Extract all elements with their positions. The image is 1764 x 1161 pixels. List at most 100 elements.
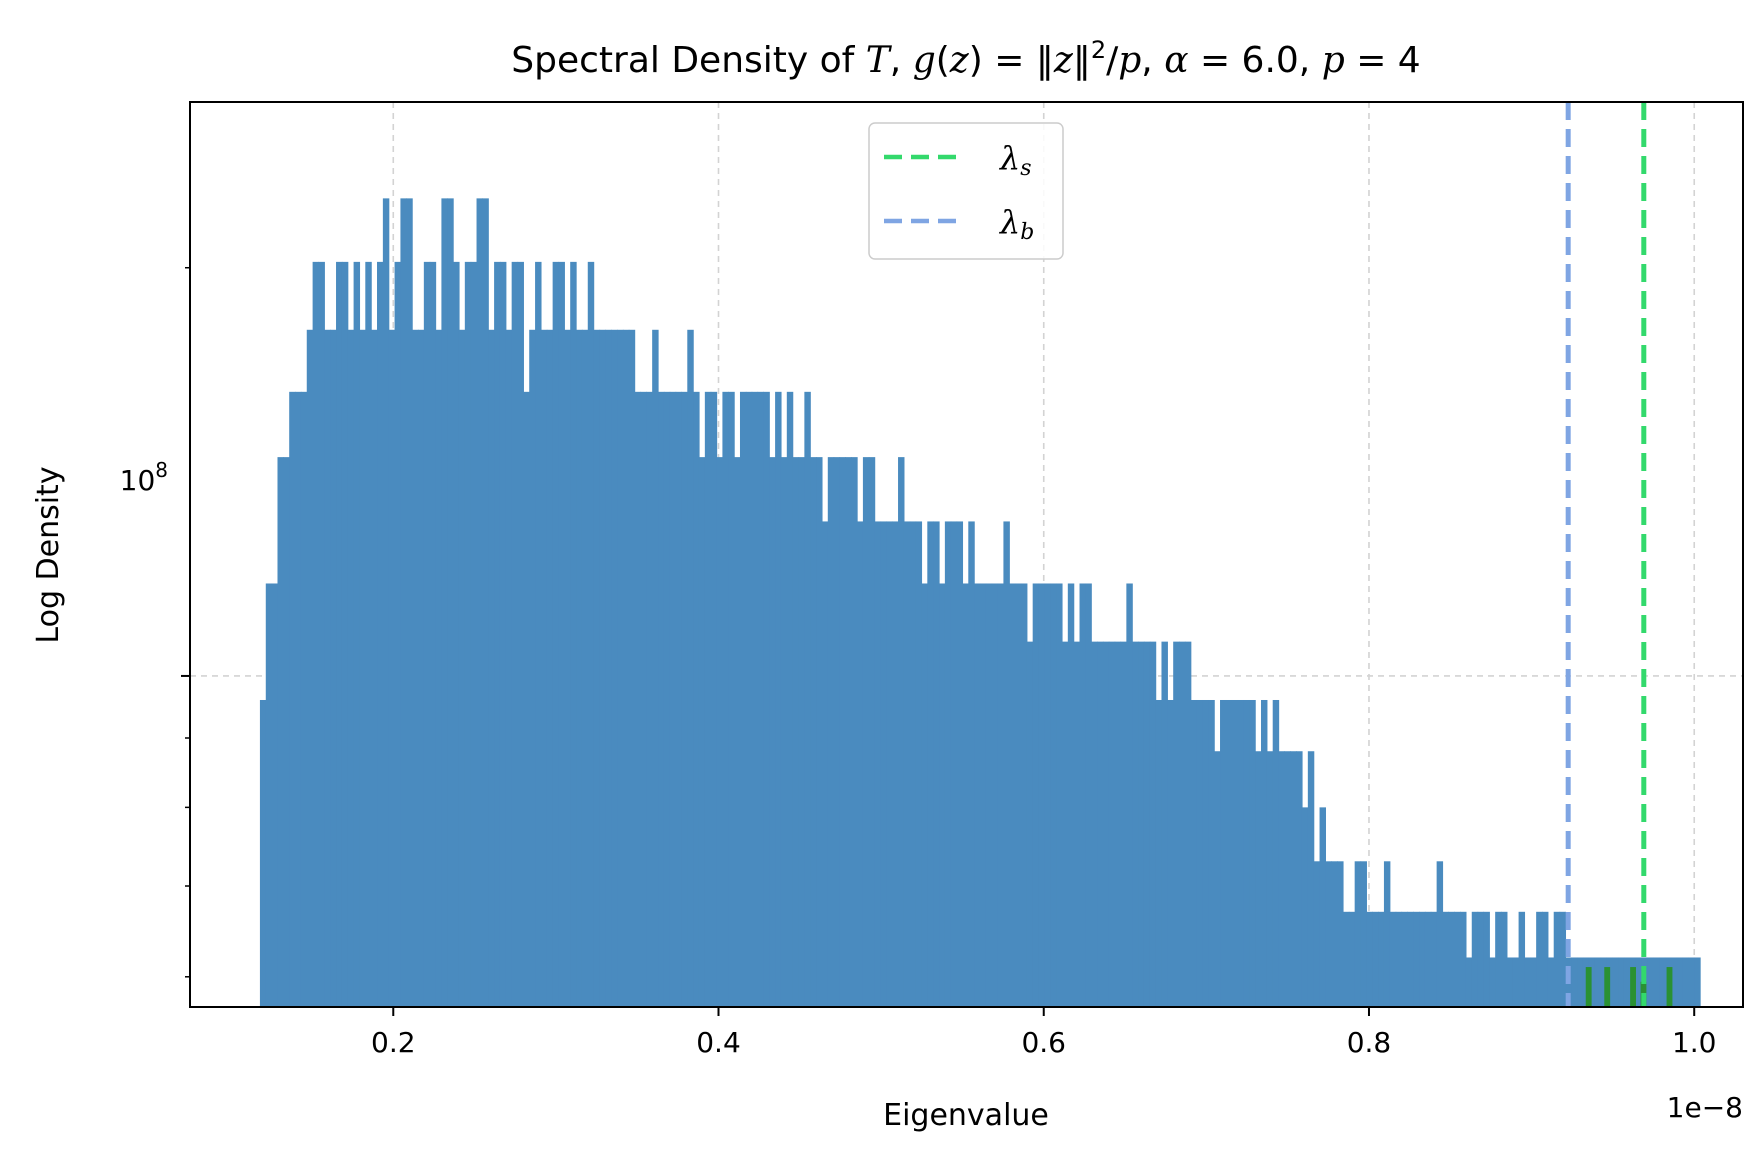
histogram-bar [944, 521, 952, 1007]
histogram-bar [1342, 911, 1350, 1007]
histogram-bar [423, 261, 431, 1007]
histogram-bar [1255, 751, 1262, 1007]
histogram-bar [1559, 911, 1567, 1007]
histogram-bar [535, 261, 542, 1007]
histogram-bar [687, 329, 694, 1007]
histogram-bar [1284, 751, 1291, 1007]
histogram-bar [1635, 957, 1643, 1007]
histogram-bar [757, 391, 764, 1007]
histogram-bar [1389, 911, 1397, 1007]
histogram-bar [1436, 861, 1444, 1007]
histogram-bar [1097, 641, 1104, 1007]
histogram-bar [1623, 957, 1631, 1007]
histogram-bar [1354, 861, 1362, 1007]
histogram-bar [663, 391, 671, 1007]
histogram-bar [447, 198, 454, 1007]
histogram-bar [915, 521, 923, 1007]
histogram-bar [710, 391, 718, 1007]
histogram-bar [464, 261, 472, 1007]
histogram-bar [1337, 861, 1344, 1007]
histogram-bar [295, 391, 302, 1007]
histogram-bar [1413, 911, 1420, 1007]
histogram-bar [394, 261, 402, 1007]
histogram-bar [511, 261, 519, 1007]
histogram-bar [693, 391, 700, 1007]
histogram-bar [1179, 641, 1186, 1007]
histogram-bar [1202, 699, 1209, 1007]
histogram-bar [1465, 957, 1473, 1007]
histogram-bar [576, 329, 583, 1007]
histogram-bar [289, 391, 296, 1007]
histogram-bar [1688, 957, 1695, 1007]
axis-ticks: 0.2 0.4 0.6 0.8 1.0 [181, 266, 1716, 1059]
histogram-bar [1120, 641, 1127, 1007]
histogram-bar [453, 261, 460, 1007]
histogram-bar [599, 329, 606, 1007]
histogram-bar [1577, 957, 1584, 1007]
outlier-bar [1604, 967, 1611, 1007]
histogram-bar [1032, 583, 1040, 1007]
histogram-bar [962, 583, 969, 1007]
histogram-bar [1319, 807, 1326, 1007]
histogram-bar [1430, 911, 1438, 1007]
histogram-bar [646, 391, 653, 1007]
histogram-bar [1266, 751, 1274, 1007]
histogram-bar [769, 457, 776, 1007]
histogram-bar [851, 457, 858, 1007]
histogram-bar [868, 457, 876, 1007]
histogram-bar [1056, 583, 1063, 1007]
histogram-bar [652, 329, 659, 1007]
outlier-bar [1630, 967, 1636, 1007]
histogram-bar [792, 457, 800, 1007]
histogram-bar [458, 329, 466, 1007]
histogram-bar [593, 329, 601, 1007]
histogram-bar [1694, 957, 1701, 1007]
histogram-bar [505, 329, 513, 1007]
histogram-bar [874, 521, 882, 1007]
histogram-bar [1547, 957, 1555, 1007]
histogram-bar [675, 391, 683, 1007]
legend: λs λb [868, 122, 1064, 260]
histogram-bar [523, 391, 530, 1007]
histogram-bar [898, 457, 905, 1007]
histogram-bar [1290, 751, 1297, 1007]
histogram-bar [1225, 699, 1233, 1007]
histogram-bar [552, 261, 560, 1007]
histogram-bar [903, 521, 911, 1007]
histogram-bar [617, 329, 624, 1007]
histogram-bar [1132, 641, 1139, 1007]
histogram-bar [786, 391, 794, 1007]
histogram-bar [1524, 957, 1531, 1007]
histogram-bar [780, 457, 788, 1007]
histogram-bar [933, 521, 940, 1007]
histogram-bar [810, 457, 817, 1007]
histogram-bar [353, 261, 361, 1007]
histogram-bar [336, 261, 343, 1007]
histogram-bar [763, 391, 770, 1007]
histogram-bar [1419, 911, 1426, 1007]
histogram-bar [1108, 641, 1116, 1007]
histogram-bar [318, 261, 325, 1007]
histogram-bar [494, 261, 501, 1007]
histogram-bar [1155, 699, 1163, 1007]
histogram-bar [698, 457, 706, 1007]
histogram-bar [470, 261, 478, 1007]
histogram-bar [974, 583, 981, 1007]
histogram-bar [1383, 861, 1391, 1007]
x-tick-label: 0.4 [696, 1026, 741, 1059]
histogram-bar [1296, 751, 1303, 1007]
histogram-bar [1091, 641, 1098, 1007]
histogram-bar [862, 457, 870, 1007]
histogram-bar [821, 521, 829, 1007]
histogram-bar [1366, 911, 1373, 1007]
histogram-bar [1442, 911, 1449, 1007]
histogram-bar [283, 457, 290, 1007]
histogram-bar [1647, 957, 1654, 1007]
histogram-bar [1536, 911, 1543, 1007]
histogram-bar [1331, 861, 1338, 1007]
histogram-bar [417, 329, 425, 1007]
histogram-bar [259, 699, 267, 1007]
histogram-bar [921, 583, 928, 1007]
histogram-bar [1079, 583, 1086, 1007]
